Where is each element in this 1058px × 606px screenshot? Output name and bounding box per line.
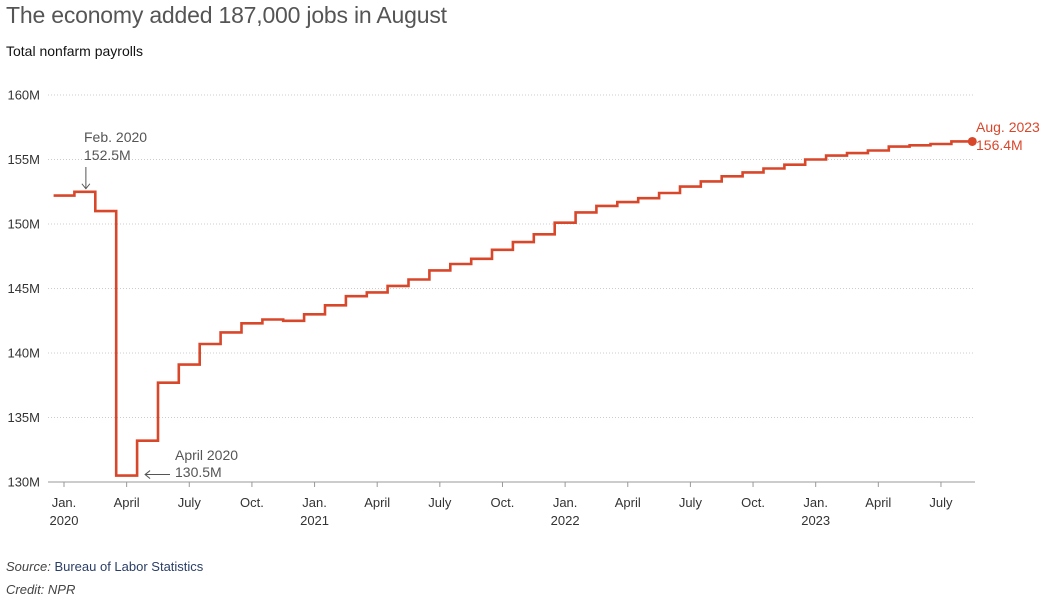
x-tick-label: Jan. xyxy=(553,495,578,510)
x-tick-label: July xyxy=(679,495,703,510)
source-label: Source: xyxy=(6,559,51,574)
latest-value-dot xyxy=(967,136,977,146)
annotation-aug-label: Aug. 2023 xyxy=(976,119,1040,135)
x-tick-label: Jan. xyxy=(803,495,828,510)
chart-subtitle: Total nonfarm payrolls xyxy=(6,43,143,59)
source-link[interactable]: Bureau of Labor Statistics xyxy=(54,559,204,574)
y-tick-label: 135M xyxy=(7,410,40,425)
payrolls-step-line xyxy=(53,140,973,477)
x-tick-label: April xyxy=(615,495,641,510)
annotation-feb-value: 152.5M xyxy=(84,147,131,163)
annotation-april-value: 130.5M xyxy=(175,464,222,480)
x-tick-label: Jan. xyxy=(302,495,327,510)
annotation-april-arrowhead xyxy=(144,470,151,479)
x-tick-label: April xyxy=(114,495,140,510)
credit-line: Credit: NPR xyxy=(6,582,76,597)
y-tick-label: 160M xyxy=(7,88,40,103)
x-tick-year: 2022 xyxy=(551,513,580,528)
annotation-feb-label: Feb. 2020 xyxy=(84,129,147,145)
y-tick-label: 130M xyxy=(7,475,40,490)
annotation-april-label: April 2020 xyxy=(175,447,238,463)
x-tick-year: 2023 xyxy=(801,513,830,528)
annotation-aug-value: 156.4M xyxy=(976,137,1023,153)
x-tick-year: 2020 xyxy=(50,513,79,528)
x-tick-label: April xyxy=(364,495,390,510)
y-tick-label: 140M xyxy=(7,346,40,361)
x-tick-label: Oct. xyxy=(240,495,264,510)
x-tick-label: Oct. xyxy=(491,495,515,510)
x-tick-label: July xyxy=(929,495,953,510)
y-tick-label: 145M xyxy=(7,281,40,296)
x-tick-label: July xyxy=(428,495,452,510)
source-line: Source: Bureau of Labor Statistics xyxy=(6,559,203,574)
x-tick-label: Oct. xyxy=(741,495,765,510)
x-tick-year: 2021 xyxy=(300,513,329,528)
annotation-feb-arrowhead xyxy=(81,183,91,190)
x-tick-label: April xyxy=(865,495,891,510)
x-tick-label: Jan. xyxy=(52,495,77,510)
x-tick-label: July xyxy=(178,495,202,510)
y-tick-label: 155M xyxy=(7,152,40,167)
chart-title: The economy added 187,000 jobs in August xyxy=(6,2,447,28)
y-tick-label: 150M xyxy=(7,217,40,232)
